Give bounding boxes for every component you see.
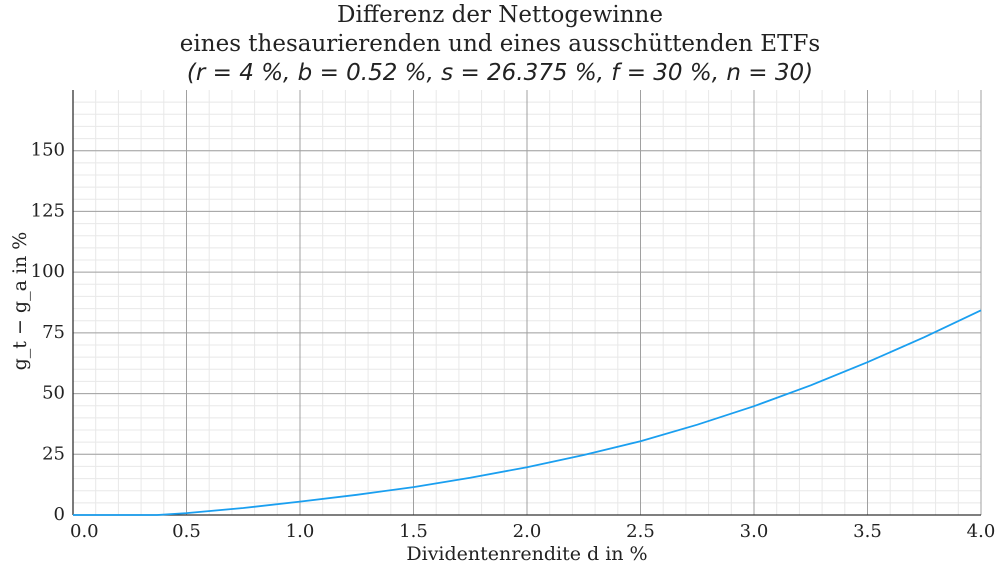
chart-title-line3: (r = 4 %, b = 0.52 %, s = 26.375 %, f = … xyxy=(186,60,814,86)
y-tick-label: 125 xyxy=(31,200,65,221)
y-tick-label: 150 xyxy=(31,140,65,161)
x-tick-label: 0.5 xyxy=(172,521,201,542)
y-tick-label: 0 xyxy=(54,504,65,525)
x-tick-label: 1.0 xyxy=(286,521,315,542)
chart-title-line2: eines thesaurierenden und eines ausschüt… xyxy=(179,31,821,57)
x-tick-label: 2.0 xyxy=(513,521,542,542)
x-tick-label: 3.0 xyxy=(740,521,769,542)
x-tick-label: 3.5 xyxy=(853,521,882,542)
chart-title-line1: Differenz der Nettogewinne xyxy=(337,2,663,28)
x-axis-label: Dividentenrendite d in % xyxy=(406,543,648,565)
y-tick-label: 100 xyxy=(31,261,65,282)
x-tick-label: 1.5 xyxy=(399,521,428,542)
x-tick-label: 4.0 xyxy=(967,521,996,542)
y-tick-label: 75 xyxy=(42,322,65,343)
y-tick-label: 25 xyxy=(42,443,65,464)
x-tick-label: 2.5 xyxy=(626,521,655,542)
x-tick-label: 0.0 xyxy=(70,521,99,542)
series-line xyxy=(73,309,982,516)
y-tick-label: 50 xyxy=(42,383,65,404)
